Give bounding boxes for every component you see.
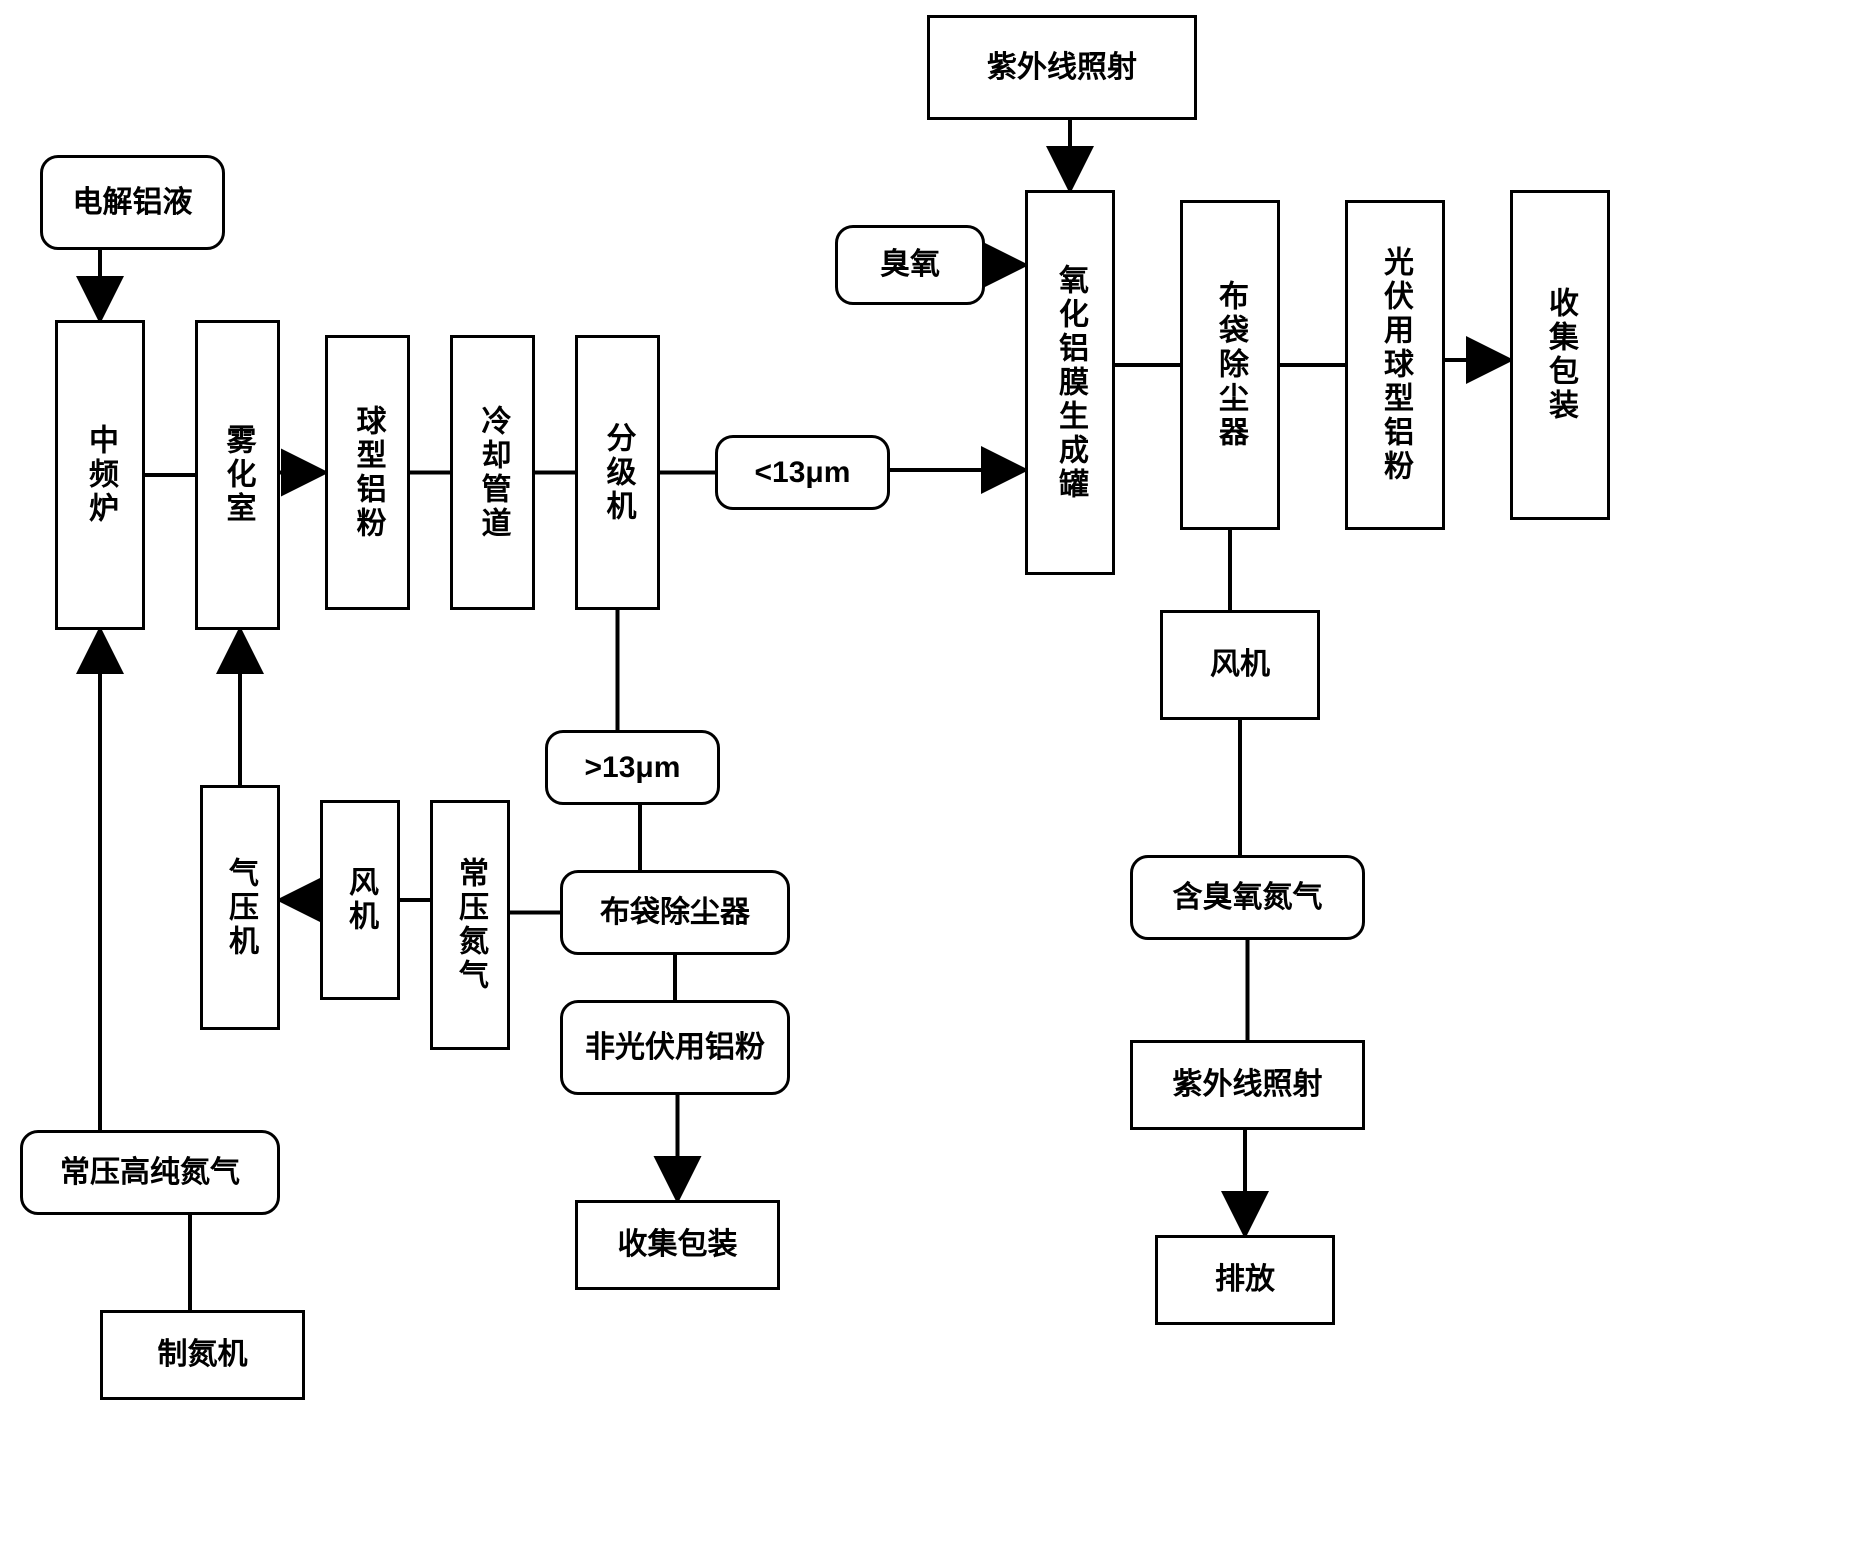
node-label: 雾化室 — [217, 424, 259, 526]
node-label: 球型铝粉 — [347, 405, 389, 541]
node-label: 非光伏用铝粉 — [585, 1027, 765, 1069]
node-fan_r: 风机 — [1160, 610, 1320, 720]
node-label: 紫外线照射 — [987, 47, 1137, 89]
node-label: 布袋除尘器 — [600, 892, 750, 934]
node-discharge: 排放 — [1155, 1235, 1335, 1325]
node-label: 制氮机 — [158, 1334, 248, 1376]
node-label: 含臭氧氮气 — [1173, 877, 1323, 919]
node-label: 风机 — [339, 866, 381, 934]
node-mid_furnace: 中频炉 — [55, 320, 145, 630]
node-label: 常压高纯氮气 — [60, 1152, 240, 1194]
node-classifier: 分级机 — [575, 335, 660, 610]
node-label: 风机 — [1210, 644, 1270, 686]
node-collect_r: 收集包装 — [1510, 190, 1610, 520]
node-non_pv: 非光伏用铝粉 — [560, 1000, 790, 1095]
node-n2_gen: 制氮机 — [100, 1310, 305, 1400]
node-uv_bottom: 紫外线照射 — [1130, 1040, 1365, 1130]
node-gt13: >13μm — [545, 730, 720, 805]
node-lt13: <13μm — [715, 435, 890, 510]
node-pv_powder: 光伏用球型铝粉 — [1345, 200, 1445, 530]
node-uv_top: 紫外线照射 — [927, 15, 1197, 120]
node-electrolytic: 电解铝液 — [40, 155, 225, 250]
node-label: <13μm — [755, 452, 851, 494]
node-sphere_powder: 球型铝粉 — [325, 335, 410, 610]
node-oxide_tank: 氧化铝膜生成罐 — [1025, 190, 1115, 575]
node-label: 收集包装 — [618, 1224, 738, 1266]
node-label: 臭氧 — [880, 244, 940, 286]
node-label: 气压机 — [219, 857, 261, 959]
node-label: 分级机 — [597, 422, 639, 524]
node-label: 紫外线照射 — [1173, 1064, 1323, 1106]
node-label: 氧化铝膜生成罐 — [1049, 264, 1091, 502]
node-ozone_n2: 含臭氧氮气 — [1130, 855, 1365, 940]
node-label: 电解铝液 — [73, 182, 193, 224]
node-fan_l: 风机 — [320, 800, 400, 1000]
node-collect_b: 收集包装 — [575, 1200, 780, 1290]
node-ozone: 臭氧 — [835, 225, 985, 305]
node-bag_filter_r: 布袋除尘器 — [1180, 200, 1280, 530]
node-cooling: 冷却管道 — [450, 335, 535, 610]
node-compressor: 气压机 — [200, 785, 280, 1030]
node-label: 布袋除尘器 — [1209, 280, 1251, 450]
node-label: >13μm — [585, 747, 681, 789]
node-hp_n2: 常压高纯氮气 — [20, 1130, 280, 1215]
node-n2_atm: 常压氮气 — [430, 800, 510, 1050]
node-atomize: 雾化室 — [195, 320, 280, 630]
node-bag_filter_l: 布袋除尘器 — [560, 870, 790, 955]
node-label: 排放 — [1215, 1259, 1275, 1301]
node-label: 光伏用球型铝粉 — [1374, 246, 1416, 484]
node-label: 常压氮气 — [449, 857, 491, 993]
node-label: 中频炉 — [79, 424, 121, 526]
node-label: 收集包装 — [1539, 287, 1581, 423]
node-label: 冷却管道 — [472, 405, 514, 541]
